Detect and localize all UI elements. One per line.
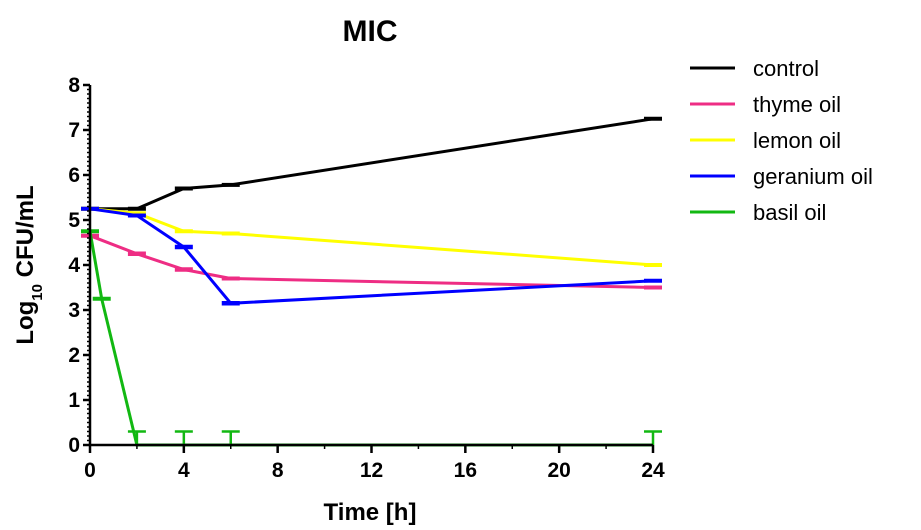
data-point bbox=[221, 231, 240, 236]
x-tick-label: 0 bbox=[84, 459, 96, 482]
data-point bbox=[92, 296, 111, 301]
x-tick-label: 12 bbox=[360, 459, 383, 482]
x-tick-label: 24 bbox=[641, 459, 665, 482]
data-point bbox=[127, 213, 146, 218]
x-axis-label: Time [h] bbox=[324, 499, 417, 526]
data-point bbox=[221, 276, 240, 281]
y-axis-label-main: Log bbox=[12, 301, 39, 345]
data-point bbox=[644, 285, 662, 290]
y-axis-label-rest: CFU/mL bbox=[12, 185, 39, 284]
legend-label: geranium oil bbox=[753, 164, 873, 189]
y-axis-label-sub: 10 bbox=[29, 284, 46, 301]
chart-title: MIC bbox=[343, 15, 398, 48]
y-axis-label: Log10 CFU/mL bbox=[12, 185, 46, 344]
y-tick-label: 5 bbox=[68, 209, 80, 232]
data-point bbox=[174, 244, 193, 250]
data-point bbox=[174, 267, 193, 272]
y-tick-label: 6 bbox=[68, 164, 80, 187]
data-point bbox=[127, 206, 146, 211]
y-tick-label: 8 bbox=[68, 74, 80, 97]
series-line bbox=[89, 207, 654, 305]
data-point bbox=[221, 182, 240, 187]
data-point bbox=[127, 251, 146, 256]
data-point bbox=[174, 229, 193, 234]
y-tick-label: 0 bbox=[68, 434, 80, 457]
legend-label: lemon oil bbox=[753, 128, 841, 153]
series-line bbox=[89, 207, 654, 267]
series-basil-oil bbox=[81, 229, 662, 447]
legend: control thyme oil lemon oil geranium oil bas… bbox=[690, 56, 873, 225]
y-tick-label: 7 bbox=[68, 119, 80, 142]
x-tick-label: 4 bbox=[178, 459, 190, 482]
series-thyme-oil bbox=[81, 233, 662, 290]
x-tick-label: 16 bbox=[454, 459, 477, 482]
series-line bbox=[90, 117, 654, 211]
y-tick-label: 2 bbox=[68, 344, 80, 367]
series-control bbox=[81, 116, 662, 211]
data-point bbox=[221, 301, 240, 306]
legend-label: control bbox=[753, 56, 819, 81]
legend-label: thyme oil bbox=[753, 92, 841, 117]
y-tick-label: 1 bbox=[68, 389, 80, 412]
series-geranium-oil bbox=[81, 206, 662, 306]
data-point bbox=[644, 263, 662, 267]
x-tick-label: 8 bbox=[272, 459, 284, 482]
data-point bbox=[174, 186, 193, 191]
data-point bbox=[127, 211, 146, 216]
y-tick-label: 3 bbox=[68, 299, 80, 322]
plot-area bbox=[81, 116, 662, 447]
legend-label: basil oil bbox=[753, 200, 826, 225]
data-point bbox=[644, 116, 662, 121]
y-tick-label: 4 bbox=[68, 254, 80, 277]
data-point bbox=[644, 278, 662, 283]
series-line bbox=[88, 231, 653, 447]
x-tick-label: 20 bbox=[547, 459, 570, 482]
